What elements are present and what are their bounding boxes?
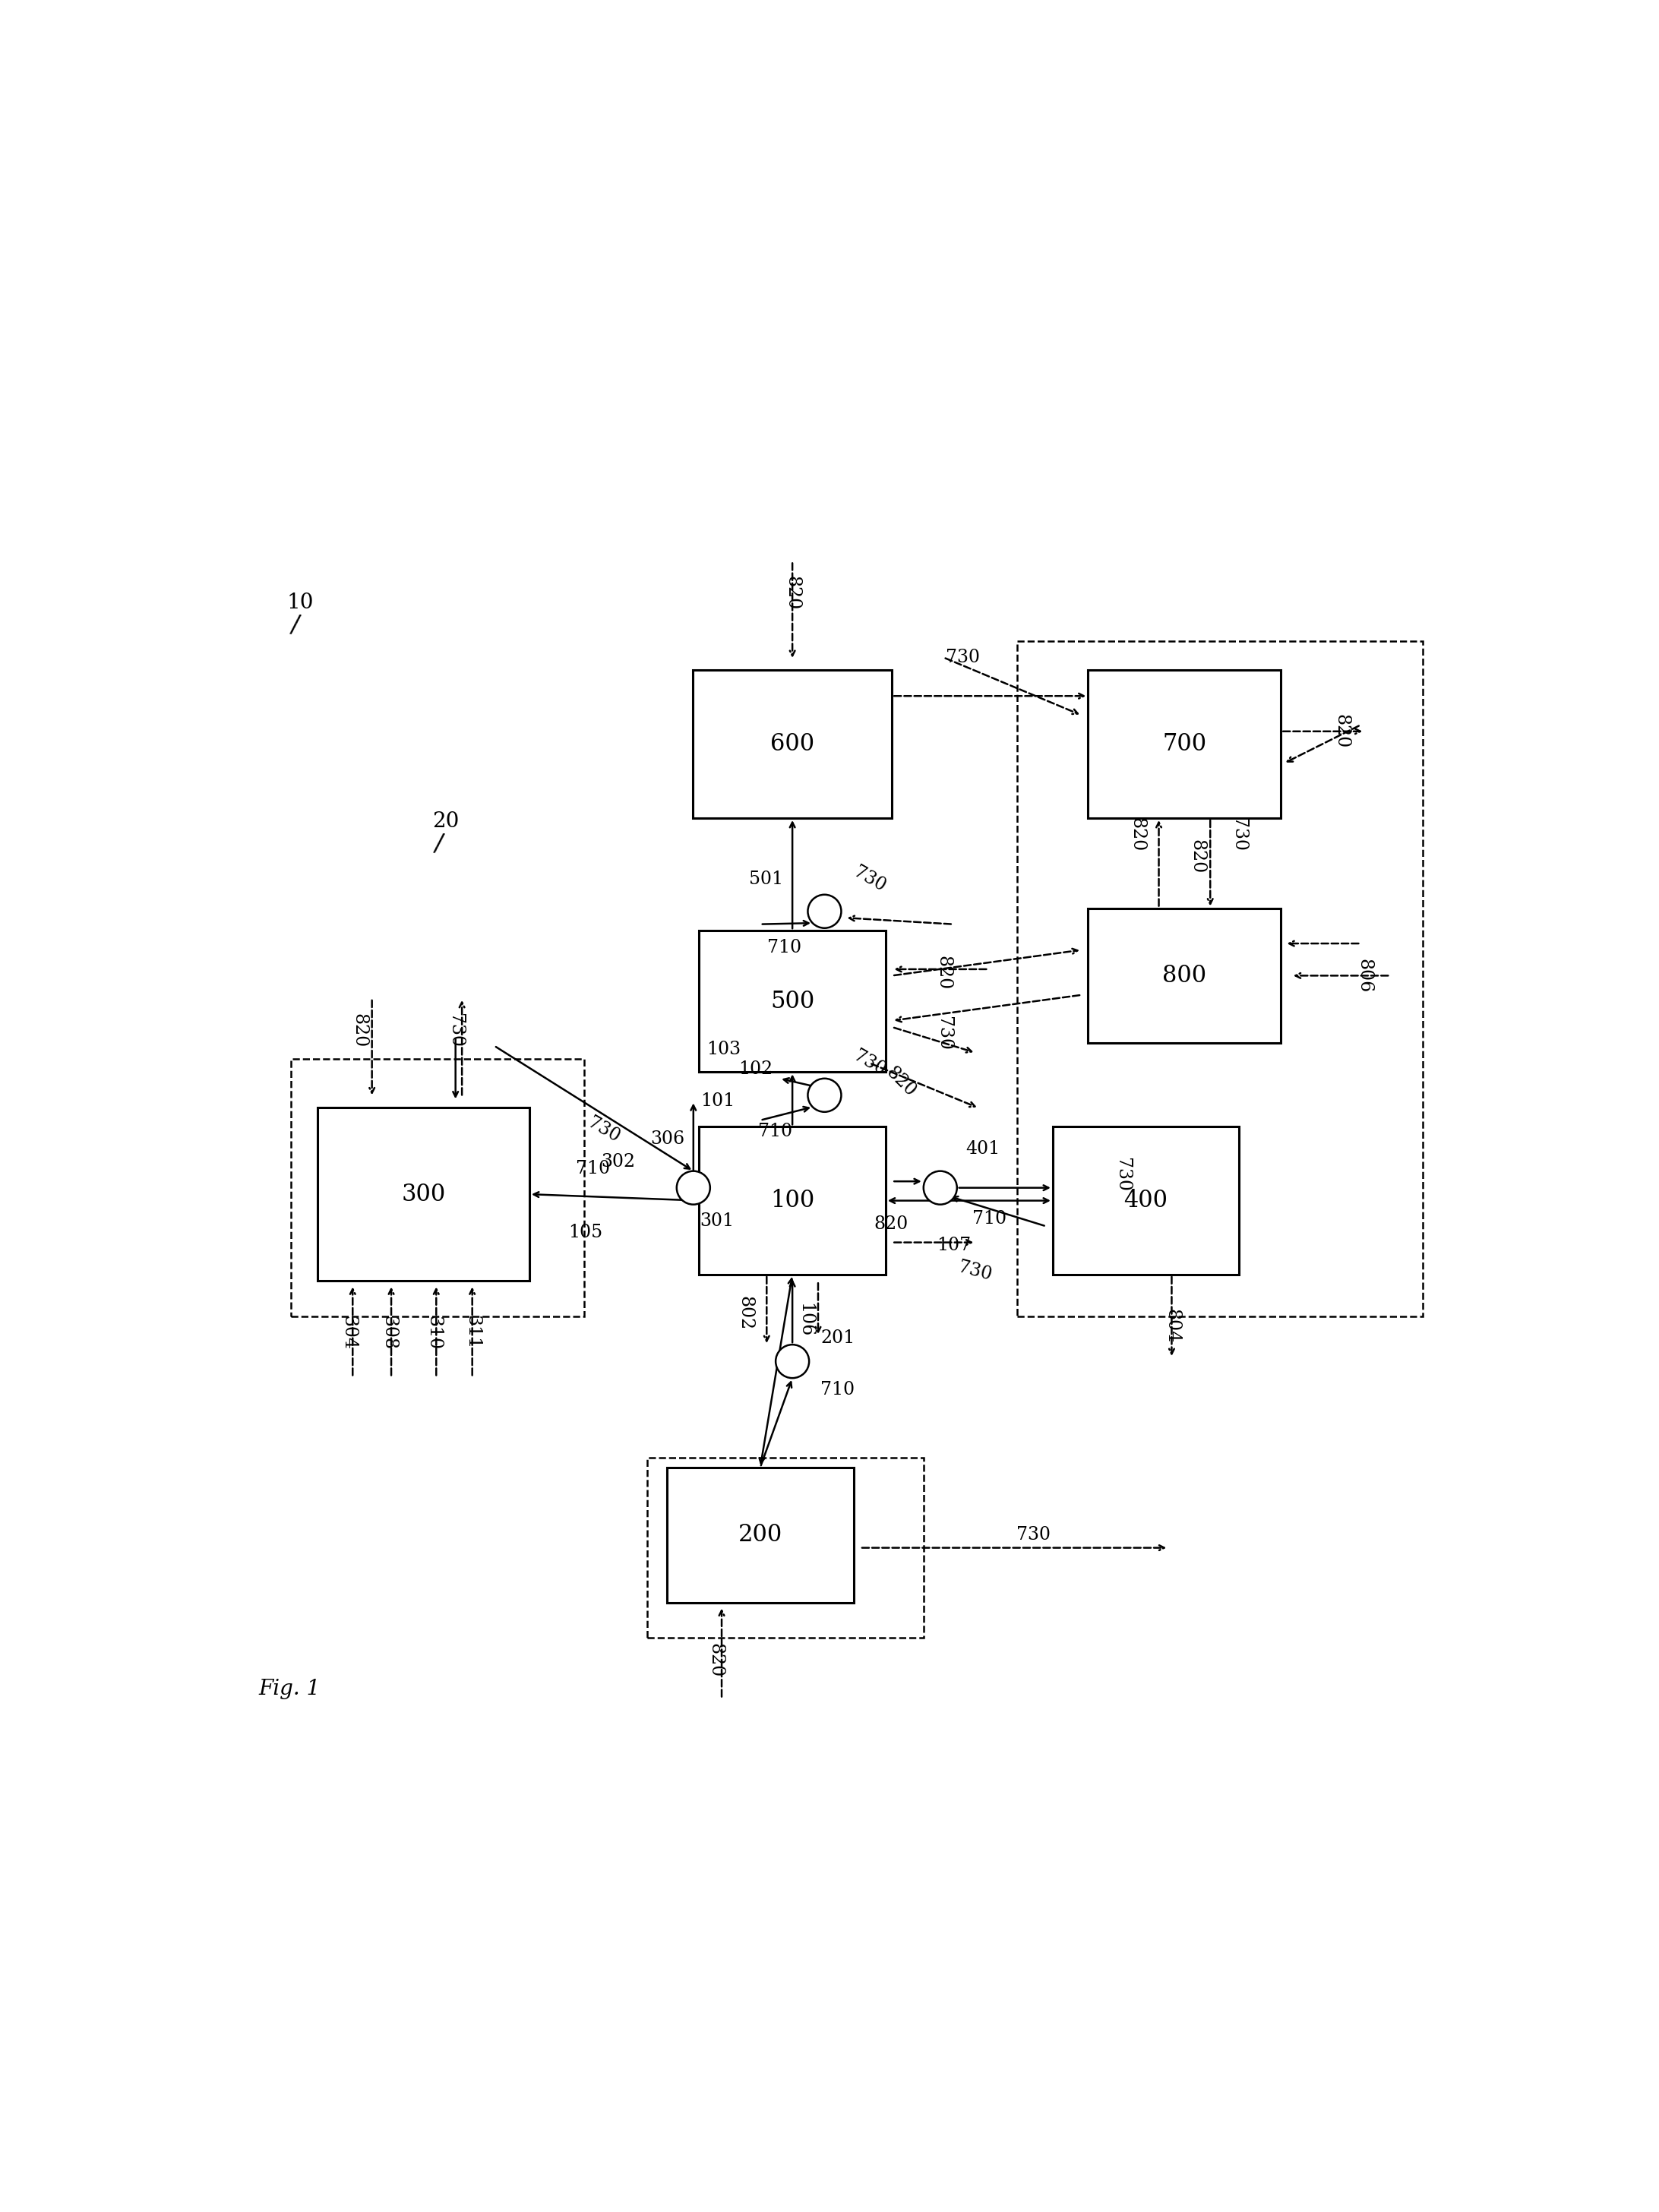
- Circle shape: [808, 894, 841, 929]
- Text: Fig. 1: Fig. 1: [259, 1679, 320, 1699]
- Text: 20: 20: [433, 812, 460, 832]
- Text: 304: 304: [340, 1316, 358, 1349]
- Text: 820: 820: [1188, 841, 1206, 874]
- Circle shape: [677, 1170, 710, 1206]
- Bar: [1017, 641, 1422, 1316]
- Text: 400: 400: [1123, 1188, 1168, 1212]
- Bar: [667, 1467, 853, 1601]
- Text: 804: 804: [1163, 1310, 1181, 1343]
- Text: 710: 710: [758, 1121, 793, 1139]
- Text: 311: 311: [463, 1316, 481, 1349]
- Text: 820: 820: [883, 1064, 919, 1102]
- Bar: [1053, 1126, 1239, 1274]
- Bar: [647, 1458, 924, 1637]
- Text: 800: 800: [1163, 964, 1206, 987]
- Text: 600: 600: [770, 732, 815, 757]
- Circle shape: [924, 1170, 957, 1206]
- Text: 730: 730: [584, 1115, 622, 1146]
- Text: 820: 820: [707, 1644, 723, 1677]
- Bar: [698, 1126, 886, 1274]
- Text: 820: 820: [350, 1013, 368, 1048]
- Bar: [1088, 909, 1281, 1044]
- Text: 10: 10: [287, 593, 314, 613]
- Text: 103: 103: [707, 1042, 742, 1057]
- Text: 730: 730: [851, 863, 889, 896]
- Text: 820: 820: [783, 575, 801, 611]
- Text: 101: 101: [700, 1093, 735, 1110]
- Text: 700: 700: [1163, 732, 1206, 757]
- Text: 308: 308: [380, 1316, 398, 1349]
- Text: 730: 730: [1229, 816, 1248, 852]
- Text: 301: 301: [700, 1212, 733, 1230]
- Text: 306: 306: [650, 1130, 685, 1148]
- Text: /: /: [433, 832, 445, 858]
- Text: 710: 710: [576, 1159, 611, 1177]
- Text: 501: 501: [750, 872, 783, 887]
- Text: 300: 300: [401, 1183, 446, 1206]
- Text: 500: 500: [770, 989, 815, 1013]
- Text: 302: 302: [601, 1152, 635, 1170]
- Text: 820: 820: [874, 1214, 907, 1232]
- Circle shape: [776, 1345, 810, 1378]
- Bar: [693, 670, 893, 818]
- Text: 105: 105: [567, 1223, 602, 1241]
- Text: 201: 201: [821, 1329, 854, 1347]
- Bar: [290, 1060, 584, 1316]
- Text: 802: 802: [737, 1296, 753, 1329]
- Text: 310: 310: [425, 1316, 443, 1349]
- Text: 730: 730: [934, 1015, 952, 1051]
- Text: 806: 806: [1355, 958, 1374, 993]
- Text: 106: 106: [796, 1303, 815, 1336]
- Text: 710: 710: [766, 938, 801, 956]
- Text: 730: 730: [851, 1046, 889, 1079]
- Text: 100: 100: [770, 1188, 815, 1212]
- Text: 820: 820: [1128, 816, 1146, 852]
- Text: 730: 730: [946, 648, 980, 666]
- Text: 200: 200: [738, 1524, 783, 1546]
- Bar: [317, 1108, 529, 1281]
- Text: 820: 820: [934, 956, 952, 991]
- Text: 107: 107: [937, 1237, 971, 1254]
- Text: 730: 730: [446, 1013, 465, 1046]
- Text: 730: 730: [956, 1259, 994, 1285]
- Text: 710: 710: [972, 1210, 1007, 1228]
- Bar: [1088, 670, 1281, 818]
- Text: 730: 730: [1017, 1526, 1050, 1544]
- Text: 102: 102: [738, 1060, 773, 1077]
- Circle shape: [808, 1079, 841, 1113]
- Text: 401: 401: [966, 1141, 1000, 1157]
- Text: 730: 730: [1113, 1157, 1131, 1192]
- Text: 820: 820: [1332, 714, 1350, 748]
- Text: /: /: [289, 613, 302, 639]
- Text: 710: 710: [821, 1380, 854, 1398]
- Bar: [698, 931, 886, 1073]
